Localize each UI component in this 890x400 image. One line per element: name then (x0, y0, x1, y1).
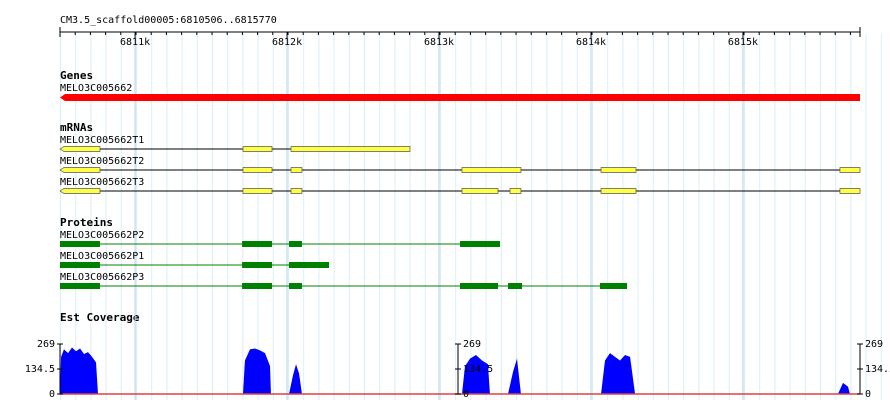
coverage-tick-label: 134.5 (865, 364, 890, 375)
ruler-tick-label: 6814k (576, 37, 606, 48)
exon (600, 167, 637, 173)
ruler-title: CM3.5_scaffold00005:6810506..6815770 (60, 15, 277, 26)
exon (242, 146, 273, 152)
track-label: Proteins (60, 216, 113, 229)
track-label: Genes (60, 69, 93, 82)
exon (508, 283, 523, 289)
exon (59, 188, 101, 194)
exon (290, 167, 303, 173)
exon (290, 146, 411, 152)
feature-name: MELO3C005662P1 (60, 251, 144, 262)
gene-name: MELO3C005662 (60, 83, 132, 94)
exon (242, 241, 273, 247)
track-label: Est Coverage (60, 311, 140, 324)
feature-name: MELO3C005662P3 (60, 272, 144, 283)
coverage-tick-label: 269 (463, 339, 481, 350)
coverage-tick-label: 269 (865, 339, 883, 350)
coverage-tick-label: 269 (37, 339, 55, 350)
coverage-area (508, 358, 521, 394)
exon (460, 283, 498, 289)
exon (290, 188, 303, 194)
track-label: mRNAs (60, 121, 93, 134)
coverage-tick-label: 134.5 (463, 364, 493, 375)
coverage-area (242, 348, 271, 394)
coverage-tick-label: 0 (49, 389, 55, 400)
coverage-area (289, 364, 302, 394)
exon (59, 146, 101, 152)
exon (599, 283, 628, 289)
feature-name: MELO3C005662T3 (60, 177, 144, 188)
exon (60, 262, 100, 268)
exon (289, 262, 329, 268)
coverage-tick-label: 0 (865, 389, 871, 400)
coverage-tick-label: 0 (463, 389, 469, 400)
exon (289, 241, 302, 247)
ruler-tick-label: 6812k (272, 37, 302, 48)
coverage-area (60, 347, 98, 394)
gene (60, 94, 860, 101)
exon (460, 241, 500, 247)
exon (461, 188, 499, 194)
coverage-area (461, 354, 490, 394)
exon (60, 283, 100, 289)
exon (461, 167, 522, 173)
coverage-tick-label: 134.5 (25, 364, 55, 375)
exon (242, 283, 273, 289)
exon (289, 283, 302, 289)
exon (839, 167, 861, 173)
coverage-area (837, 382, 850, 394)
exon (242, 167, 273, 173)
exon (839, 188, 861, 194)
feature-name: MELO3C005662T2 (60, 156, 144, 167)
coverage-area (601, 353, 636, 394)
exon (242, 262, 273, 268)
ruler-tick-label: 6811k (120, 37, 150, 48)
exon (59, 167, 101, 173)
ruler-tick-label: 6815k (728, 37, 758, 48)
ruler-tick-label: 6813k (424, 37, 454, 48)
exon (509, 188, 522, 194)
exon (600, 188, 637, 194)
exon (242, 188, 273, 194)
feature-name: MELO3C005662T1 (60, 135, 144, 146)
feature-name: MELO3C005662P2 (60, 230, 144, 241)
exon (60, 241, 100, 247)
